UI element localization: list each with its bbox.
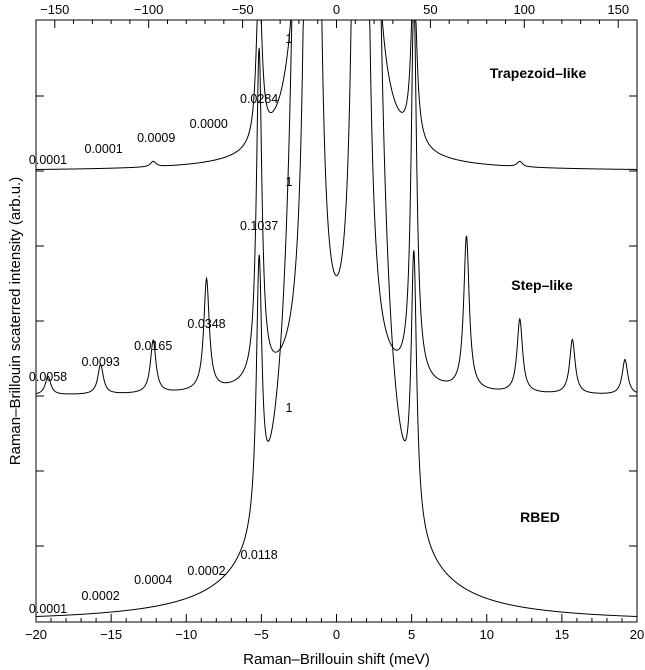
spectrum-line: [35, 19, 638, 395]
series-label: Trapezoid–like: [490, 65, 587, 81]
peak-value-label: 0.0009: [137, 131, 175, 145]
peak-value-label: 0.0165: [134, 339, 172, 353]
x-tick-label: −20: [25, 627, 47, 642]
series-label: Step–like: [511, 277, 573, 293]
axis-ticks: [35, 20, 638, 622]
x-tick-label: 15: [555, 627, 569, 642]
peak-value-label: 0.0118: [240, 548, 277, 562]
top-tick-label: −150: [40, 2, 69, 17]
peak-value-label: 0.0000: [190, 117, 228, 131]
top-tick-label: 0: [333, 2, 340, 17]
top-tick-label: 50: [423, 2, 437, 17]
x-tick-label: 0: [333, 627, 340, 642]
x-tick-label: 5: [408, 627, 415, 642]
x-tick-label: 20: [630, 627, 644, 642]
plot-frame: [35, 19, 638, 623]
peak-value-label: 0.0058: [29, 370, 67, 384]
peak-value-label: 0.0348: [187, 317, 225, 331]
peak-value-label: 0.1037: [240, 219, 278, 233]
chart-labels: −20 −15 −10 −5 0 5 10 15 20−150 −100 −50 0 50 100 150T…: [25, 2, 644, 642]
spectra: [35, 19, 638, 617]
peak-value-label: 0.0284: [240, 92, 278, 106]
spectrum-line: [36, 19, 637, 170]
central-peak-label: 1: [286, 401, 293, 415]
top-tick-label: −50: [232, 2, 254, 17]
x-tick-label: −5: [254, 627, 269, 642]
peak-value-label: 0.0001: [29, 153, 67, 167]
x-tick-label: −10: [175, 627, 197, 642]
peak-value-label: 0.0001: [29, 602, 67, 616]
top-tick-label: 100: [513, 2, 535, 17]
x-tick-label: 10: [480, 627, 494, 642]
top-tick-label: −100: [134, 2, 163, 17]
peak-value-label: 0.0004: [134, 573, 172, 587]
spectrum-line: [35, 19, 638, 617]
central-peak-label: 1: [286, 32, 293, 46]
peak-value-label: 0.0093: [81, 355, 119, 369]
peak-value-label: 0.0002: [187, 564, 225, 578]
x-tick-label: −15: [100, 627, 122, 642]
central-peak-label: 1: [286, 175, 293, 189]
x-axis-label: Raman–Brillouin shift (meV): [243, 651, 430, 668]
y-axis-label: Raman–Brillouin scaterred intensity (arb…: [7, 177, 24, 465]
peak-value-label: 0.0001: [84, 142, 122, 156]
series-label: RBED: [520, 509, 560, 525]
top-tick-label: 150: [607, 2, 629, 17]
peak-value-label: 0.0002: [81, 589, 119, 603]
